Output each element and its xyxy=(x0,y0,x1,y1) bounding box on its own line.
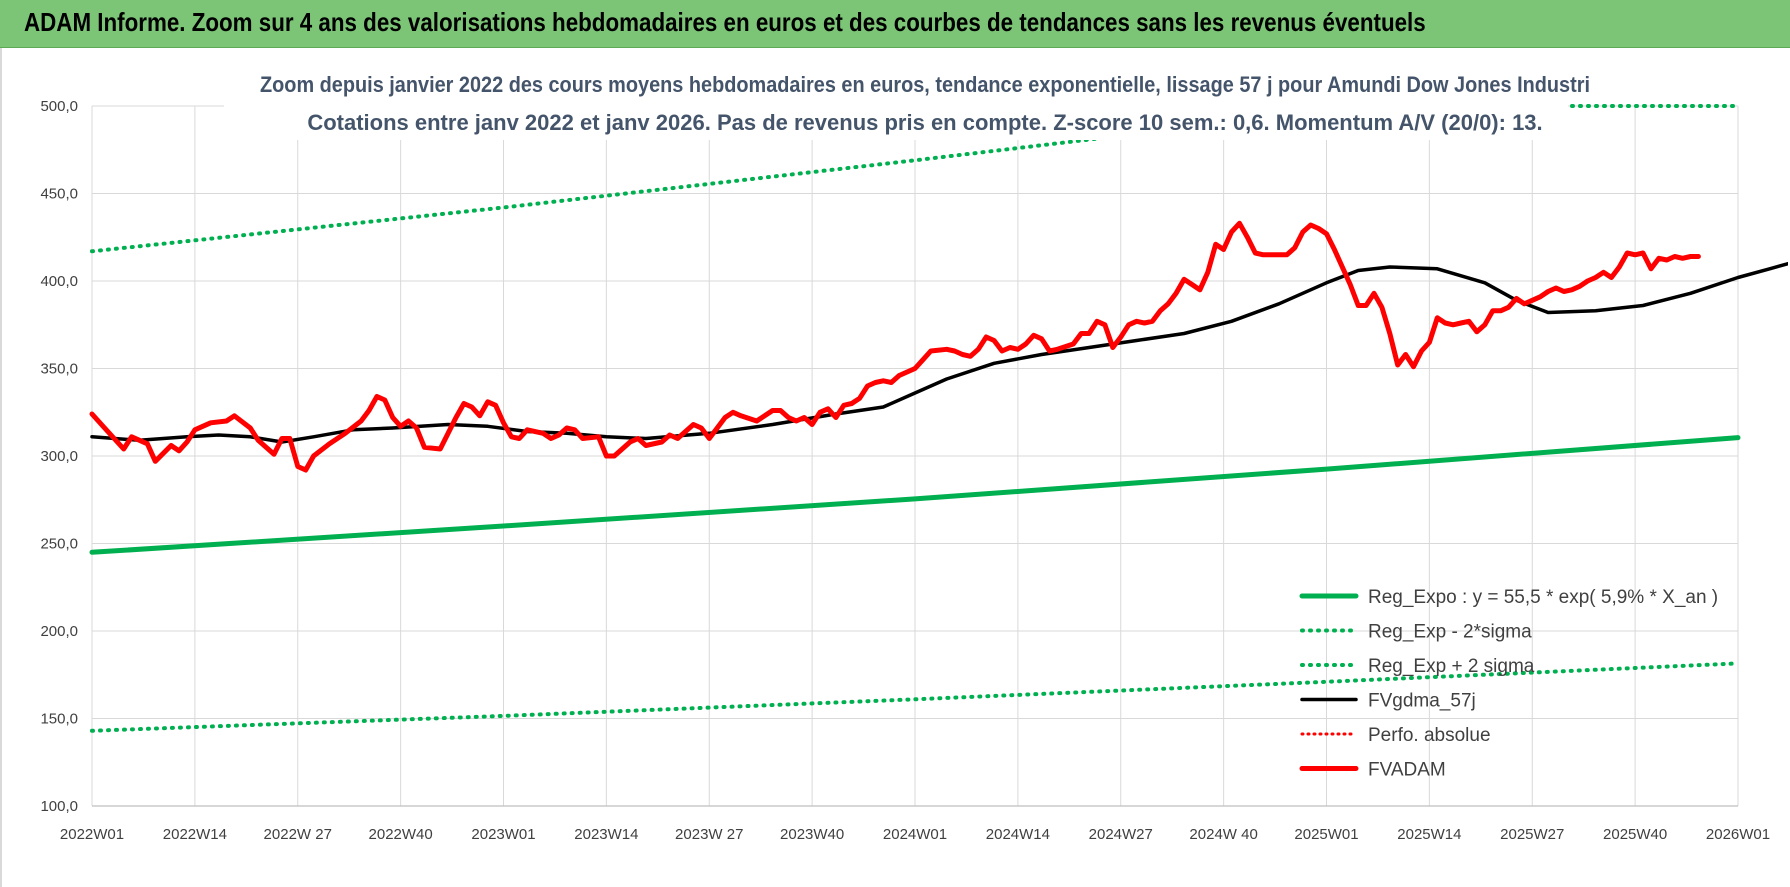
y-tick-label: 200,0 xyxy=(40,623,78,640)
x-tick-label: 2023W40 xyxy=(780,826,844,843)
report-title: ADAM Informe. Zoom sur 4 ans des valoris… xyxy=(24,7,1426,37)
y-tick-label: 400,0 xyxy=(40,273,78,290)
y-tick-label: 250,0 xyxy=(40,536,78,553)
x-tick-label: 2025W27 xyxy=(1500,826,1564,843)
legend-label-fvgdma: FVgdma_57j xyxy=(1368,691,1476,712)
x-tick-label: 2022W14 xyxy=(163,826,227,843)
chart-title-line-2: Cotations entre janv 2022 et janv 2026. … xyxy=(307,110,1542,135)
legend-label-reg_minus: Reg_Exp - 2*sigma xyxy=(1368,622,1532,643)
series-line-reg_plus xyxy=(90,104,1740,254)
legend-label-perfo: Perfo. absolue xyxy=(1368,725,1491,746)
legend: Reg_Expo : y = 55,5 * exp( 5,9% * X_an )… xyxy=(1299,587,1718,781)
line-chart: Zoom depuis janvier 2022 des cours moyen… xyxy=(40,68,1788,843)
x-tick-label: 2022W01 xyxy=(60,826,124,843)
x-tick-label: 2023W01 xyxy=(471,826,535,843)
x-tick-label: 2025W40 xyxy=(1603,826,1667,843)
series-line-reg_expo xyxy=(89,435,1741,555)
x-tick-label: 2023W14 xyxy=(574,826,638,843)
series-line-fvadam xyxy=(89,220,1701,473)
x-tick-label: 2026W01 xyxy=(1706,826,1770,843)
x-tick-label: 2022W 27 xyxy=(264,826,332,843)
series-layer xyxy=(89,104,1788,733)
x-tick-label: 2024W01 xyxy=(883,826,947,843)
y-tick-label: 100,0 xyxy=(40,798,78,815)
chart-title-block: Zoom depuis janvier 2022 des cours moyen… xyxy=(224,68,1590,140)
y-tick-label: 150,0 xyxy=(40,711,78,728)
y-tick-label: 350,0 xyxy=(40,361,78,378)
x-tick-label: 2022W40 xyxy=(369,826,433,843)
axis-layer: 100,0 150,0 200,0 250,0 300,0 350,0 400,0 450,0… xyxy=(40,98,1770,843)
header-banner: ADAM Informe. Zoom sur 4 ans des valoris… xyxy=(0,0,1790,48)
chart-frame: Zoom depuis janvier 2022 des cours moyen… xyxy=(0,48,1790,887)
x-tick-label: 2024W 40 xyxy=(1189,826,1257,843)
legend-label-reg_plus: Reg_Exp + 2 sigma xyxy=(1368,656,1535,677)
x-tick-label: 2024W27 xyxy=(1089,826,1153,843)
y-tick-label: 500,0 xyxy=(40,98,78,115)
y-tick-label: 450,0 xyxy=(40,186,78,203)
series-line-reg_minus xyxy=(90,661,1740,733)
x-tick-label: 2025W14 xyxy=(1397,826,1461,843)
chart-title-line-1: Zoom depuis janvier 2022 des cours moyen… xyxy=(260,72,1590,97)
legend-label-reg_expo: Reg_Expo : y = 55,5 * exp( 5,9% * X_an ) xyxy=(1368,587,1718,608)
y-tick-label: 300,0 xyxy=(40,448,78,465)
chart-title-background xyxy=(224,68,1568,140)
x-tick-label: 2024W14 xyxy=(986,826,1050,843)
x-tick-label: 2023W 27 xyxy=(675,826,743,843)
legend-label-fvadam: FVADAM xyxy=(1368,760,1446,781)
x-tick-label: 2025W01 xyxy=(1294,826,1358,843)
